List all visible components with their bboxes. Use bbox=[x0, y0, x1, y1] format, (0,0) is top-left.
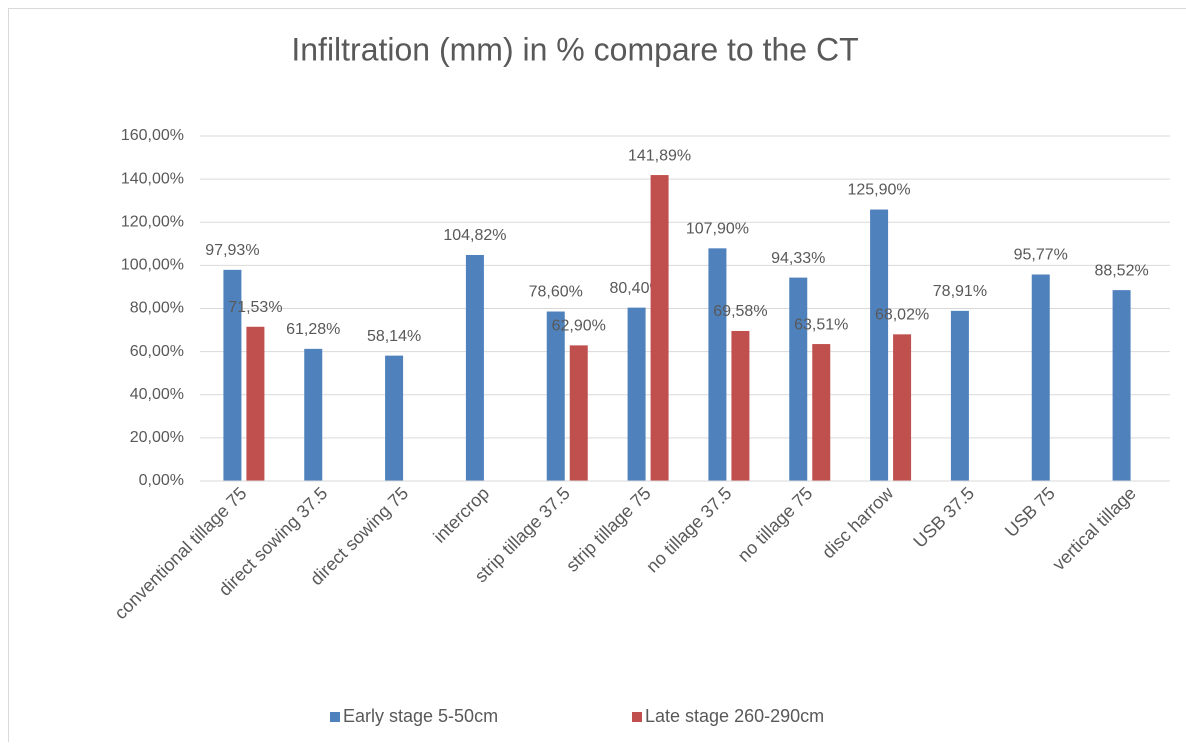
bar bbox=[893, 334, 911, 481]
y-tick-label: 100,00% bbox=[121, 257, 184, 274]
data-label: 78,60% bbox=[529, 284, 583, 301]
data-label: 97,93% bbox=[205, 242, 259, 259]
bar bbox=[628, 308, 646, 481]
y-tick-label: 160,00% bbox=[121, 127, 184, 144]
data-label: 63,51% bbox=[794, 316, 848, 333]
chart-title: Infiltration (mm) in % compare to the CT bbox=[291, 31, 858, 67]
bar bbox=[304, 349, 322, 481]
bar bbox=[812, 344, 830, 481]
bar bbox=[708, 248, 726, 481]
data-label: 69,58% bbox=[713, 303, 767, 320]
y-tick-label: 40,00% bbox=[130, 386, 184, 403]
bar bbox=[651, 175, 669, 481]
y-tick-label: 80,00% bbox=[130, 300, 184, 317]
data-label: 88,52% bbox=[1094, 262, 1148, 279]
y-tick-label: 0,00% bbox=[139, 472, 184, 489]
data-label: 141,89% bbox=[628, 147, 691, 164]
bar bbox=[1113, 290, 1131, 481]
bar bbox=[246, 327, 264, 481]
data-label: 58,14% bbox=[367, 328, 421, 345]
data-label: 125,90% bbox=[847, 182, 910, 199]
bar bbox=[547, 312, 565, 481]
bar bbox=[731, 331, 749, 481]
bar bbox=[1032, 274, 1050, 481]
bar bbox=[870, 210, 888, 481]
bar bbox=[466, 255, 484, 481]
data-label: 107,90% bbox=[686, 221, 749, 238]
bar bbox=[385, 356, 403, 481]
legend-label: Late stage 260-290cm bbox=[645, 706, 824, 726]
bar bbox=[789, 278, 807, 481]
y-tick-label: 60,00% bbox=[130, 343, 184, 360]
data-label: 94,33% bbox=[771, 250, 825, 267]
chart-border bbox=[9, 9, 1186, 743]
data-label: 61,28% bbox=[286, 321, 340, 338]
data-label: 68,02% bbox=[875, 307, 929, 324]
y-tick-label: 20,00% bbox=[130, 429, 184, 446]
data-label: 62,90% bbox=[552, 318, 606, 335]
legend-swatch bbox=[632, 712, 642, 722]
y-tick-label: 120,00% bbox=[121, 213, 184, 230]
data-label: 78,91% bbox=[933, 283, 987, 300]
data-label: 71,53% bbox=[228, 299, 282, 316]
data-label: 95,77% bbox=[1014, 247, 1068, 264]
y-tick-label: 140,00% bbox=[121, 170, 184, 187]
bar bbox=[951, 311, 969, 481]
legend-swatch bbox=[330, 712, 340, 722]
bar bbox=[570, 345, 588, 481]
data-label: 104,82% bbox=[443, 227, 506, 244]
legend-label: Early stage 5-50cm bbox=[343, 706, 498, 726]
